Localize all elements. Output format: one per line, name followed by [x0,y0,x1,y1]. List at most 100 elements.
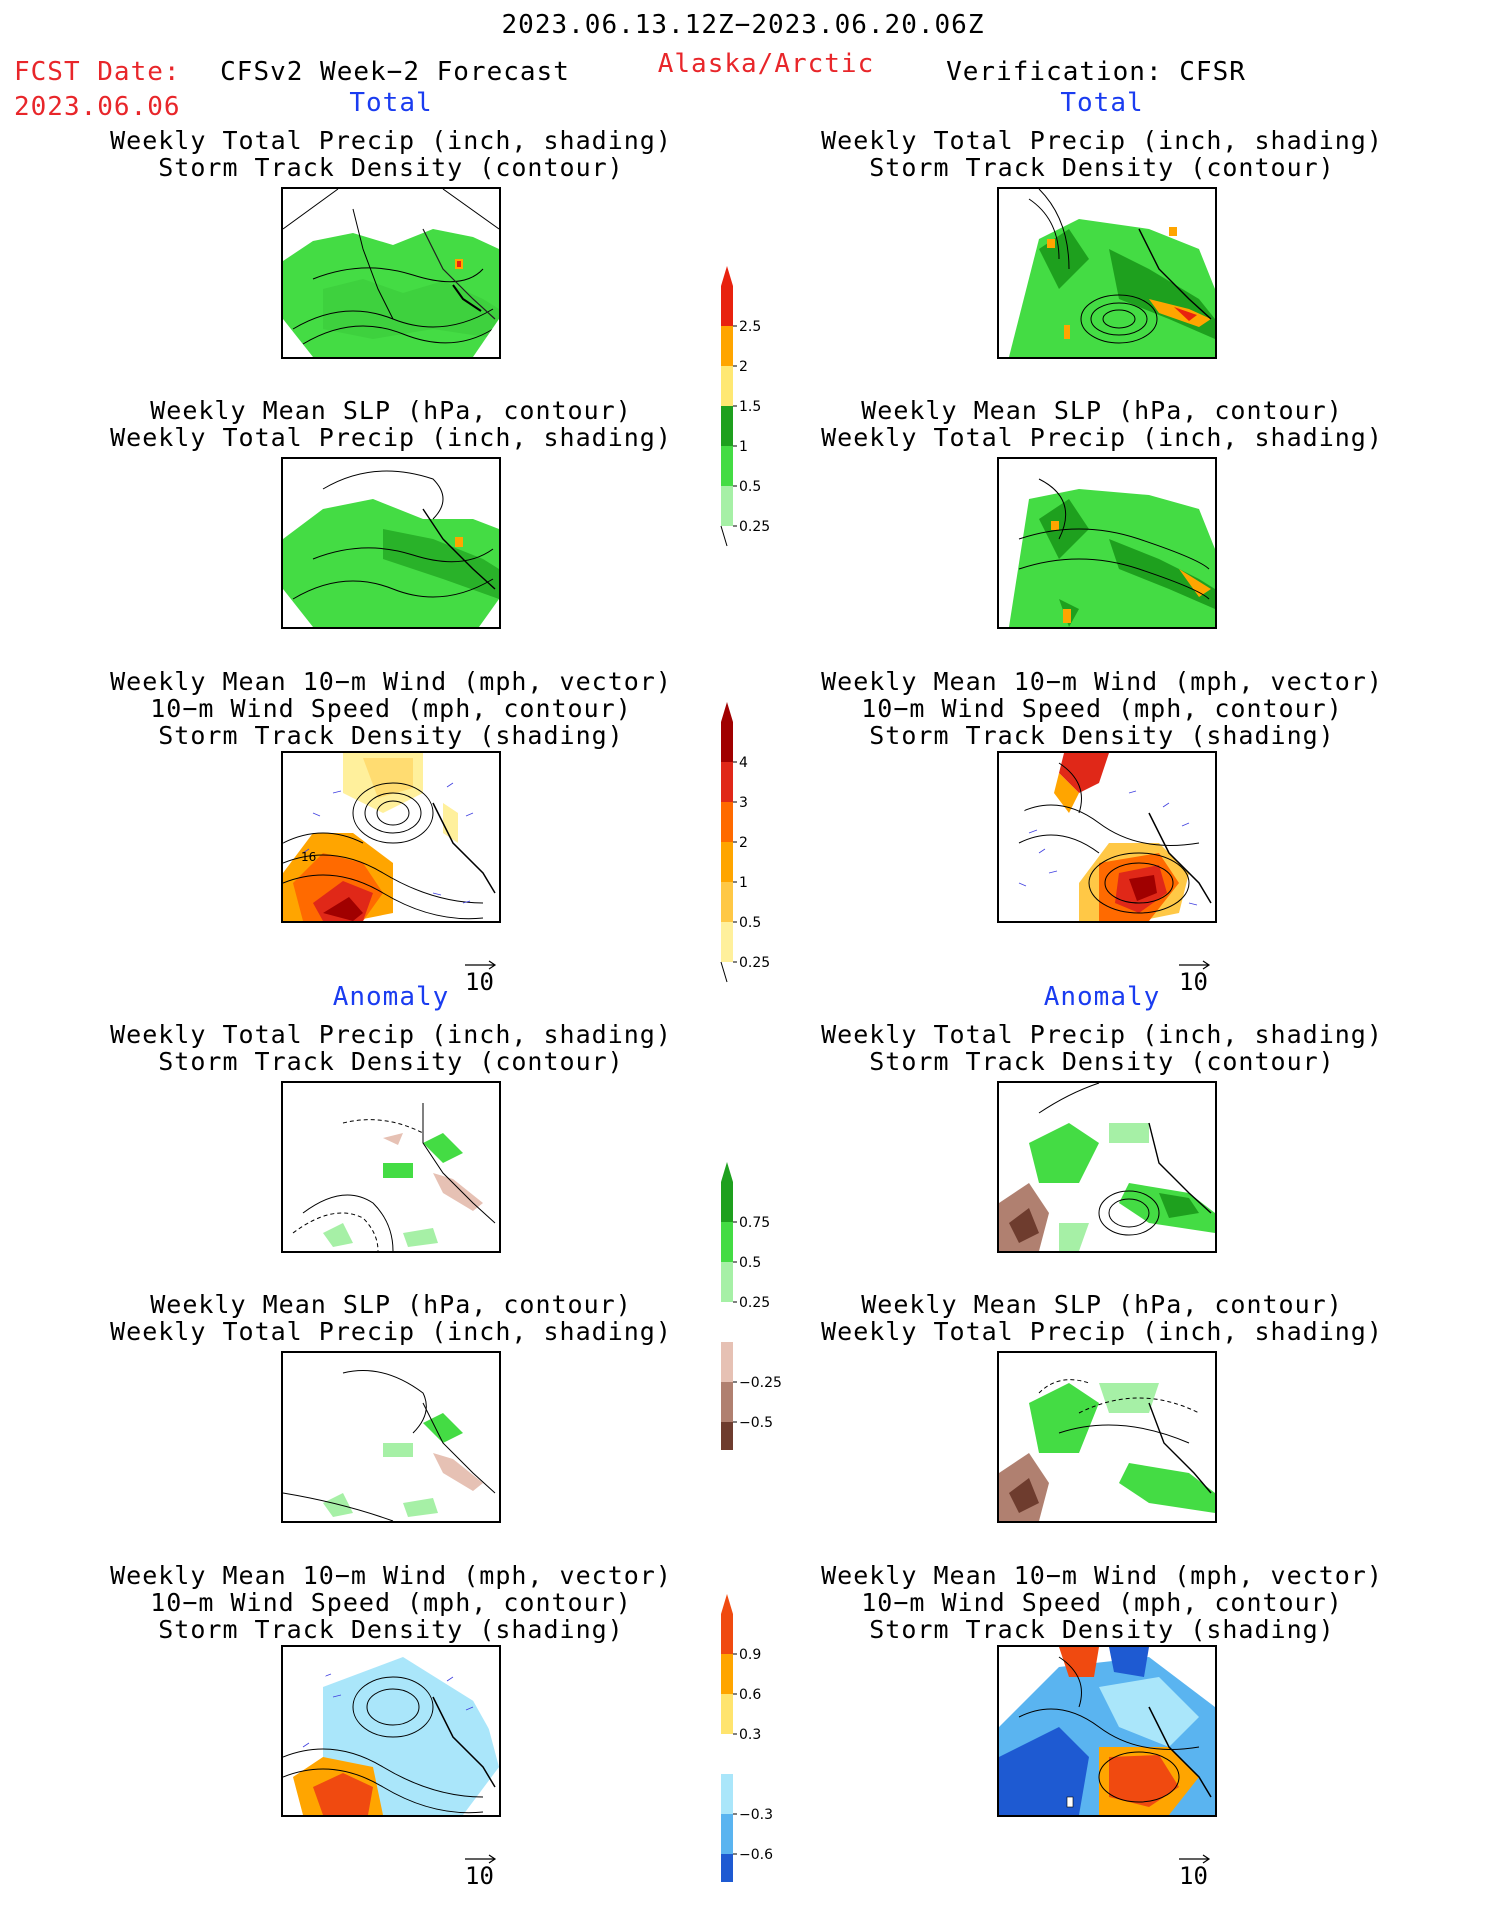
colorbar-label: 3 [739,795,748,811]
colorbar-segment [721,326,733,366]
colorbar-label: 2.5 [739,319,761,335]
colorbar-precip-anom: 0.750.50.25−0.25−0.5−0.75 [715,1160,795,1482]
vector-reference-right [1179,956,1213,975]
colorbar-segment [721,1302,733,1342]
map-total-wind-storm-cfsr [997,751,1217,923]
colorbar-label: −0.3 [739,1807,773,1823]
panel-title: Weekly Mean 10−m Wind (mph, vector) 10−m … [110,1561,672,1644]
colorbar-label: 0.25 [739,519,770,535]
colorbar-label: 0.6 [739,1687,761,1703]
colorbar-segment [721,486,733,526]
colorbar-bottom-tail [720,525,728,547]
region-title: Alaska/Arctic [657,49,875,79]
colorbar-segment [721,1734,733,1774]
colorbar-label: 4 [739,755,748,771]
vector-reference-left [465,956,499,975]
section-anomaly-right: Anomaly [1043,982,1161,1012]
colorbar-segment [721,1654,733,1694]
colorbar-segment [721,1222,733,1262]
colorbar-bottom-tail [720,961,728,983]
colorbar-top-arrow [721,1594,733,1614]
colorbar-segment [721,762,733,802]
colorbar-segment [721,1694,733,1734]
colorbar-label: 1 [739,875,748,891]
colorbar-segment [721,1854,733,1894]
map-total-precip-storm-cfsv2 [281,187,501,359]
panel-title: Weekly Total Precip (inch, shading) Storm… [821,126,1383,182]
fcst-date-value: 2023.06.06 [14,92,181,122]
colorbar-label: 2 [739,835,748,851]
panel-title: Weekly Mean SLP (hPa, contour) Weekly Tot… [821,1290,1383,1346]
panel-title: Weekly Total Precip (inch, shading) Storm… [821,1020,1383,1076]
vector-reference-left-anom [465,1850,499,1869]
colorbar-label: 0.5 [739,479,761,495]
colorbar-segment [721,882,733,922]
vector-reference-right-anom [1179,1850,1213,1869]
colorbar-segment [721,922,733,962]
colorbar-top-arrow [721,702,733,722]
colorbar-label: 2 [739,359,748,375]
colorbar-segment [721,1382,733,1422]
vector-reference-label: 10 [1179,968,1208,996]
panel-title: Weekly Total Precip (inch, shading) Storm… [110,126,672,182]
section-anomaly-left: Anomaly [332,982,450,1012]
colorbar-label: 1.5 [739,399,761,415]
colorbar-segment [721,286,733,326]
map-total-wind-storm-cfsv2: 16 [281,751,501,923]
colorbar-segment [721,1342,733,1382]
map-anom-slp-precip-cfsv2 [281,1351,501,1523]
colorbar-storm-total: 4 3 2 1 0.5 0.25 [715,700,795,994]
colorbar-segment [721,1262,733,1302]
colorbar-label: 0.75 [739,1215,770,1231]
verification-title: Verification: CFSR [946,57,1246,87]
map-total-slp-precip-cfsr [997,457,1217,629]
contour-label: 16 [301,850,316,864]
panel-title: Weekly Total Precip (inch, shading) Storm… [110,1020,672,1076]
colorbar-label: 0.5 [739,915,761,931]
colorbar-label: 0.3 [739,1727,761,1743]
colorbar-segment [721,366,733,406]
map-anom-slp-precip-cfsr [997,1351,1217,1523]
panel-title: Weekly Mean SLP (hPa, contour) Weekly Tot… [110,396,672,452]
colorbar-storm-anom: 0.90.60.3−0.3−0.6−0.9 [715,1592,795,1914]
colorbar-label: 0.5 [739,1255,761,1271]
map-total-slp-precip-cfsv2 [281,457,501,629]
panel-title: Weekly Mean SLP (hPa, contour) Weekly Tot… [110,1290,672,1346]
section-total-left: Total [349,88,433,118]
colorbar-label: −0.5 [739,1415,773,1431]
colorbar-label: −0.25 [739,1375,782,1391]
date-range-title: 2023.06.13.12Z−2023.06.20.06Z [501,10,985,40]
map-anom-wind-storm-cfsv2 [281,1645,501,1817]
map-anom-precip-storm-cfsr [997,1081,1217,1253]
panel-title: Weekly Mean 10−m Wind (mph, vector) 10−m … [821,1561,1383,1644]
map-total-precip-storm-cfsr [997,187,1217,359]
colorbar-label: 0.25 [739,955,770,971]
colorbar-top-arrow [721,266,733,286]
fcst-date-label: FCST Date: [14,57,181,87]
colorbar-segment [721,1422,733,1462]
colorbar-segment [721,1774,733,1814]
panel-title: Weekly Mean SLP (hPa, contour) Weekly Tot… [821,396,1383,452]
panel-title: Weekly Mean 10−m Wind (mph, vector) 10−m … [821,667,1383,750]
colorbar-segment [721,842,733,882]
colorbar-precip-total: 2.5 2 1.5 1 0.5 0.25 [715,264,795,558]
colorbar-label: 1 [739,439,748,455]
vector-reference-label: 10 [465,968,494,996]
colorbar-label: −0.6 [739,1847,773,1863]
map-anom-precip-storm-cfsv2 [281,1081,501,1253]
colorbar-top-arrow [721,1162,733,1182]
vector-reference-label: 10 [465,1862,494,1890]
colorbar-segment [721,802,733,842]
colorbar-segment [721,1814,733,1854]
colorbar-segment [721,1182,733,1222]
colorbar-segment [721,446,733,486]
panel-title: Weekly Mean 10−m Wind (mph, vector) 10−m … [110,667,672,750]
colorbar-label: 0.25 [739,1295,770,1311]
map-anom-wind-storm-cfsr [997,1645,1217,1817]
model-title: CFSv2 Week−2 Forecast [220,57,570,87]
colorbar-segment [721,406,733,446]
vector-reference-label: 10 [1179,1862,1208,1890]
colorbar-segment [721,1614,733,1654]
colorbar-segment [721,722,733,762]
section-total-right: Total [1060,88,1144,118]
